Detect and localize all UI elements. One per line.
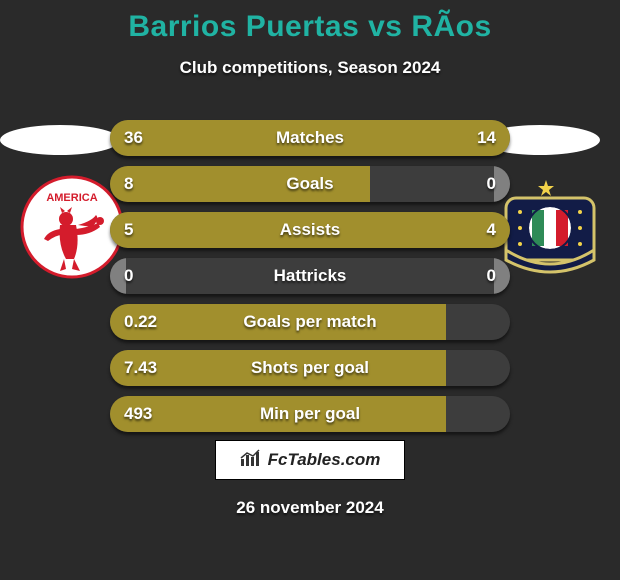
comparison-row: Hattricks0 0 bbox=[110, 258, 510, 294]
club-left-ellipse bbox=[0, 125, 120, 155]
comparison-row: Assists5 4 bbox=[110, 212, 510, 248]
america-crest-icon: AMERICA bbox=[20, 175, 124, 279]
comparison-row: Matches36 14 bbox=[110, 120, 510, 156]
america-label: AMERICA bbox=[46, 192, 97, 204]
chart-icon bbox=[240, 449, 262, 472]
row-label: Goals bbox=[110, 166, 510, 202]
once-caldas-crest-icon bbox=[498, 178, 602, 282]
row-value-left: 0 bbox=[124, 258, 133, 294]
row-label: Shots per goal bbox=[110, 350, 510, 386]
brand-box[interactable]: FcTables.com bbox=[215, 440, 405, 480]
row-label: Assists bbox=[110, 212, 510, 248]
row-label: Goals per match bbox=[110, 304, 510, 340]
row-label: Min per goal bbox=[110, 396, 510, 432]
row-value-left: 8 bbox=[124, 166, 133, 202]
row-value-left: 0.22 bbox=[124, 304, 157, 340]
page-subtitle: Club competitions, Season 2024 bbox=[0, 58, 620, 78]
row-value-left: 36 bbox=[124, 120, 143, 156]
row-label: Hattricks bbox=[110, 258, 510, 294]
comparison-row: Goals per match0.22 bbox=[110, 304, 510, 340]
brand-text: FcTables.com bbox=[268, 450, 381, 470]
date-text: 26 november 2024 bbox=[0, 498, 620, 518]
club-right-crest bbox=[498, 178, 602, 262]
club-left-crest: AMERICA bbox=[20, 175, 124, 279]
row-value-left: 5 bbox=[124, 212, 133, 248]
row-value-left: 493 bbox=[124, 396, 152, 432]
page-title: Barrios Puertas vs RÃ­os bbox=[0, 0, 620, 44]
stats-comparison-card: Barrios Puertas vs RÃ­os Club competitio… bbox=[0, 0, 620, 580]
row-label: Matches bbox=[110, 120, 510, 156]
row-value-right: 0 bbox=[487, 258, 496, 294]
comparison-rows: Matches3614Goals80Assists54Hattricks00Go… bbox=[110, 120, 510, 442]
comparison-row: Goals8 0 bbox=[110, 166, 510, 202]
row-value-right: 4 bbox=[487, 212, 496, 248]
row-value-right: 0 bbox=[487, 166, 496, 202]
row-value-left: 7.43 bbox=[124, 350, 157, 386]
row-value-right: 14 bbox=[477, 120, 496, 156]
comparison-row: Min per goal493 bbox=[110, 396, 510, 432]
comparison-row: Shots per goal7.43 bbox=[110, 350, 510, 386]
